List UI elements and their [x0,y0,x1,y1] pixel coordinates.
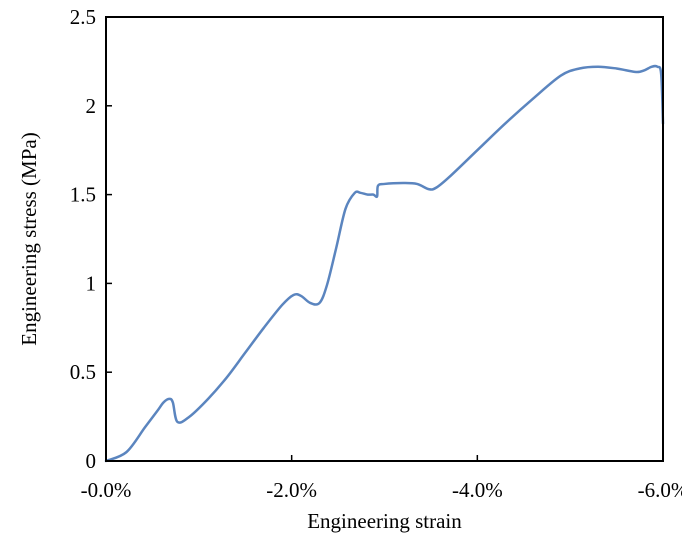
x-axis-ticks: -0.0% -2.0% -4.0% -6.0% [81,455,682,502]
y-tick-label: 1.5 [70,183,96,207]
x-tick-label: -6.0% [638,478,682,502]
y-axis-title: Engineering stress (MPa) [17,132,41,345]
y-tick-label: 0 [86,449,97,473]
series-layer [104,64,665,463]
y-tick-label: 2 [86,94,97,118]
y-tick-label: 0.5 [70,360,96,384]
y-tick-label: 2.5 [70,5,96,29]
y-tick-label: 1 [86,271,97,295]
plot-area-frame [105,16,664,462]
y-axis-ticks: 0 0.5 1 1.5 2 2.5 [70,5,112,473]
x-tick-label: -0.0% [81,478,132,502]
x-axis-title: Engineering strain [307,509,462,533]
series-line-0 [104,64,665,463]
x-tick-label: -4.0% [452,478,503,502]
x-tick-label: -2.0% [266,478,317,502]
